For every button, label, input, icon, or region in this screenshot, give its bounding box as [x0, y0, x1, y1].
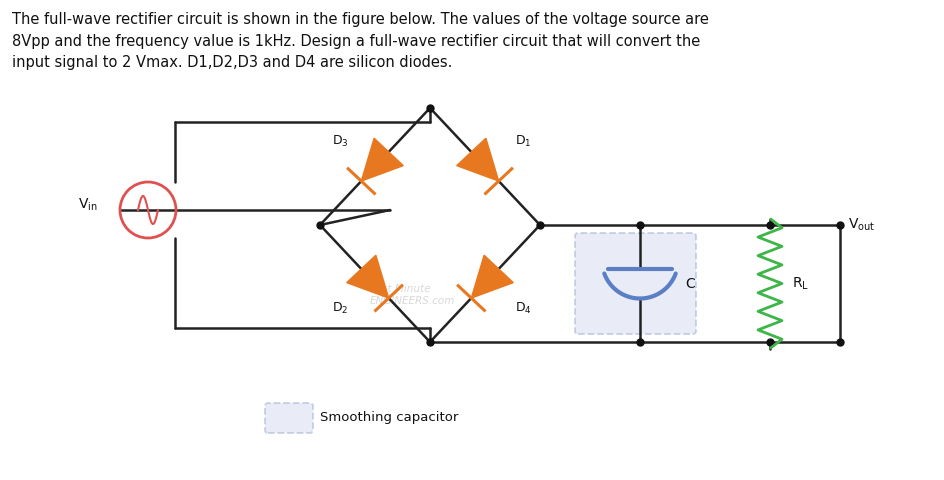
- Text: C: C: [684, 276, 694, 290]
- Text: D$_{2}$: D$_{2}$: [331, 301, 347, 316]
- Text: Smoothing capacitor: Smoothing capacitor: [320, 411, 458, 424]
- FancyBboxPatch shape: [574, 233, 696, 334]
- Polygon shape: [456, 138, 498, 181]
- Text: D$_{3}$: D$_{3}$: [331, 134, 348, 149]
- Polygon shape: [361, 138, 403, 181]
- FancyBboxPatch shape: [264, 403, 312, 433]
- Text: V$_{\mathregular{in}}$: V$_{\mathregular{in}}$: [78, 197, 98, 213]
- Text: D$_{1}$: D$_{1}$: [514, 134, 531, 149]
- Text: Last Minute
ENGINEERS.com: Last Minute ENGINEERS.com: [370, 284, 455, 306]
- Text: R$_{\mathregular{L}}$: R$_{\mathregular{L}}$: [791, 276, 808, 292]
- Text: The full-wave rectifier circuit is shown in the figure below. The values of the : The full-wave rectifier circuit is shown…: [12, 12, 708, 70]
- Polygon shape: [471, 255, 513, 298]
- Text: D$_{4}$: D$_{4}$: [514, 301, 531, 316]
- Polygon shape: [346, 255, 388, 298]
- Text: V$_{\mathregular{out}}$: V$_{\mathregular{out}}$: [847, 217, 874, 233]
